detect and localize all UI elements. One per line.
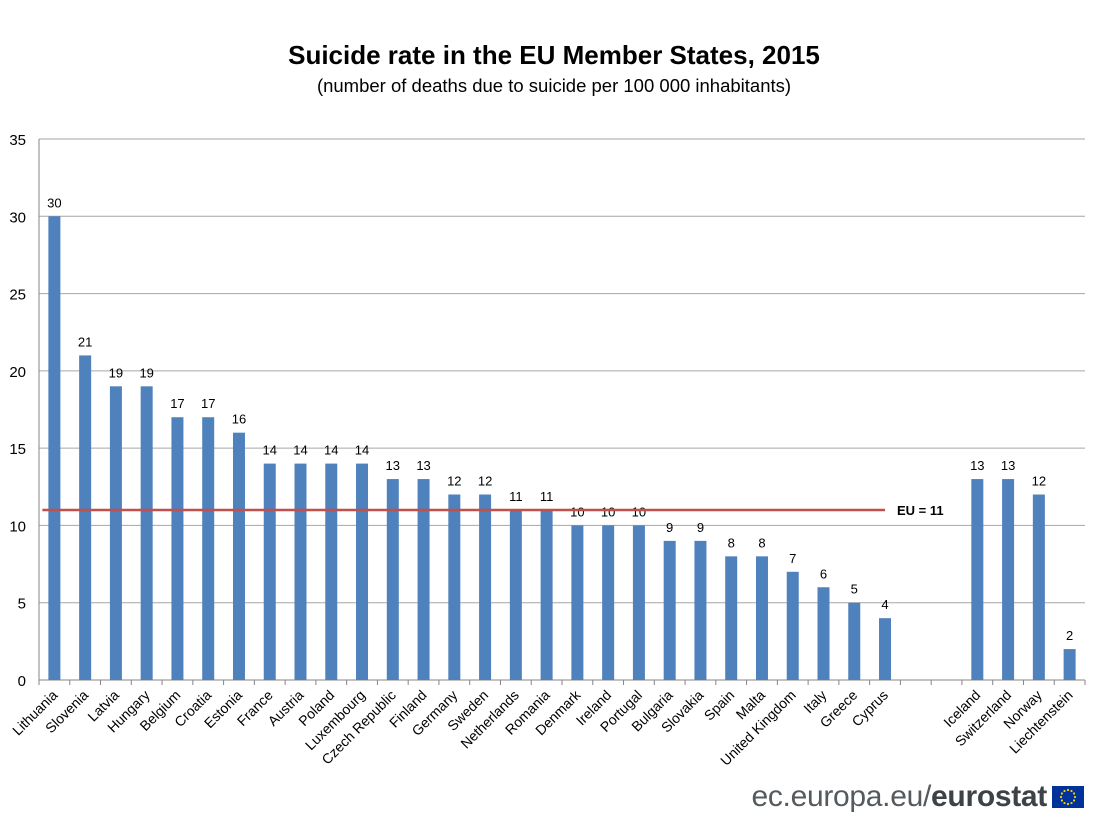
flag-star <box>1060 799 1064 802</box>
flag-star <box>1072 799 1076 802</box>
bar-greece <box>848 602 861 680</box>
bar-austria <box>294 463 307 680</box>
brand-name-text: eurostat <box>931 780 1047 813</box>
data-label: 11 <box>540 489 554 504</box>
bar-united-kingdom <box>786 571 799 680</box>
bar-ireland <box>602 525 615 680</box>
data-labels: 30 21 19 19 17 17 16 14 14 14 14 13 13 12 12 11 11 10 10 10… <box>47 195 1073 643</box>
bar-italy <box>817 587 830 680</box>
data-label: 7 <box>789 551 796 566</box>
eu-average-label: EU = 11 <box>897 503 944 518</box>
data-label: 13 <box>1001 458 1015 473</box>
data-label: 19 <box>139 365 153 380</box>
flag-star <box>1073 795 1077 799</box>
bar-czech-republic <box>386 479 399 680</box>
data-label: 10 <box>601 504 615 519</box>
bar-romania <box>540 509 553 680</box>
data-label: 10 <box>570 504 584 519</box>
chart-subtitle: (number of deaths due to suicide per 100… <box>316 75 792 96</box>
brand-domain-text: ec.europa.eu/ <box>751 780 932 813</box>
data-label: 14 <box>263 443 277 458</box>
data-label: 13 <box>386 458 400 473</box>
data-label: 6 <box>820 566 827 581</box>
bar-hungary <box>140 386 153 680</box>
bar-latvia <box>109 386 122 680</box>
bar-cyprus <box>879 618 892 680</box>
bar-finland <box>417 479 430 680</box>
data-label: 17 <box>201 396 215 411</box>
y-tick-label: 5 <box>18 596 26 613</box>
data-label: 12 <box>478 474 492 489</box>
data-label: 12 <box>447 474 461 489</box>
data-label: 14 <box>324 443 338 458</box>
bar-liechtenstein <box>1063 649 1076 680</box>
flag-star <box>1063 789 1066 793</box>
y-tick-label: 0 <box>18 673 26 690</box>
data-label: 21 <box>78 334 92 349</box>
bar-switzerland <box>1002 479 1015 680</box>
flag-star <box>1066 802 1070 806</box>
bar-france <box>263 463 276 680</box>
data-label: 14 <box>293 443 307 458</box>
y-tick-label: 30 <box>9 209 26 226</box>
data-label: 16 <box>232 412 246 427</box>
data-label: 30 <box>47 195 61 210</box>
bar-portugal <box>632 525 645 680</box>
bar-belgium <box>171 417 184 680</box>
flag-star <box>1070 789 1073 793</box>
data-label: 9 <box>666 520 673 535</box>
y-tick-label: 25 <box>9 287 26 304</box>
gridlines <box>39 138 1085 604</box>
data-label: 9 <box>697 520 704 535</box>
data-label: 17 <box>170 396 184 411</box>
data-label: 12 <box>1032 474 1046 489</box>
bar-malta <box>755 556 768 680</box>
data-label: 2 <box>1066 628 1073 643</box>
data-label: 10 <box>632 504 646 519</box>
y-tick-label: 15 <box>9 441 26 458</box>
data-label: 11 <box>509 489 523 504</box>
y-tick-label: 20 <box>9 364 26 381</box>
flag-star <box>1072 792 1076 795</box>
x-tick-label: Spain <box>701 687 738 724</box>
flag-star <box>1063 801 1066 805</box>
flag-star <box>1066 788 1070 792</box>
bar-bulgaria <box>663 540 676 680</box>
bars <box>48 216 1076 681</box>
bar-slovakia <box>694 540 707 680</box>
bar-norway <box>1032 494 1045 680</box>
y-tick-label: 10 <box>9 518 26 535</box>
bar-lithuania <box>48 216 61 681</box>
y-tick-label: 35 <box>9 132 26 149</box>
data-label: 8 <box>758 535 765 550</box>
data-label: 19 <box>109 365 123 380</box>
flag-star <box>1070 801 1073 805</box>
bar-netherlands <box>509 509 522 680</box>
bar-germany <box>448 494 461 680</box>
eu-flag-icon <box>1052 786 1084 808</box>
bar-poland <box>325 463 338 680</box>
bar-sweden <box>479 494 492 680</box>
bar-estonia <box>232 432 245 680</box>
chart-title: Suicide rate in the EU Member States, 20… <box>288 40 820 70</box>
data-label: 13 <box>970 458 984 473</box>
bar-iceland <box>971 479 984 680</box>
data-label: 13 <box>416 458 430 473</box>
bar-spain <box>725 556 738 680</box>
flag-star <box>1060 792 1064 795</box>
reference-line-group: EU = 11 <box>42 503 944 518</box>
x-tick-labels: LithuaniaSloveniaLatviaHungaryBelgiumCro… <box>9 686 1076 768</box>
bar-luxembourg <box>356 463 369 680</box>
bar-denmark <box>571 525 584 680</box>
data-label: 8 <box>728 535 735 550</box>
data-label: 4 <box>881 597 888 612</box>
eurostat-branding: ec.europa.eu/ eurostat <box>751 779 1084 815</box>
data-label: 5 <box>851 582 858 597</box>
data-label: 14 <box>355 443 369 458</box>
bar-slovenia <box>79 355 92 680</box>
flag-star <box>1059 795 1063 799</box>
bar-croatia <box>202 417 215 680</box>
